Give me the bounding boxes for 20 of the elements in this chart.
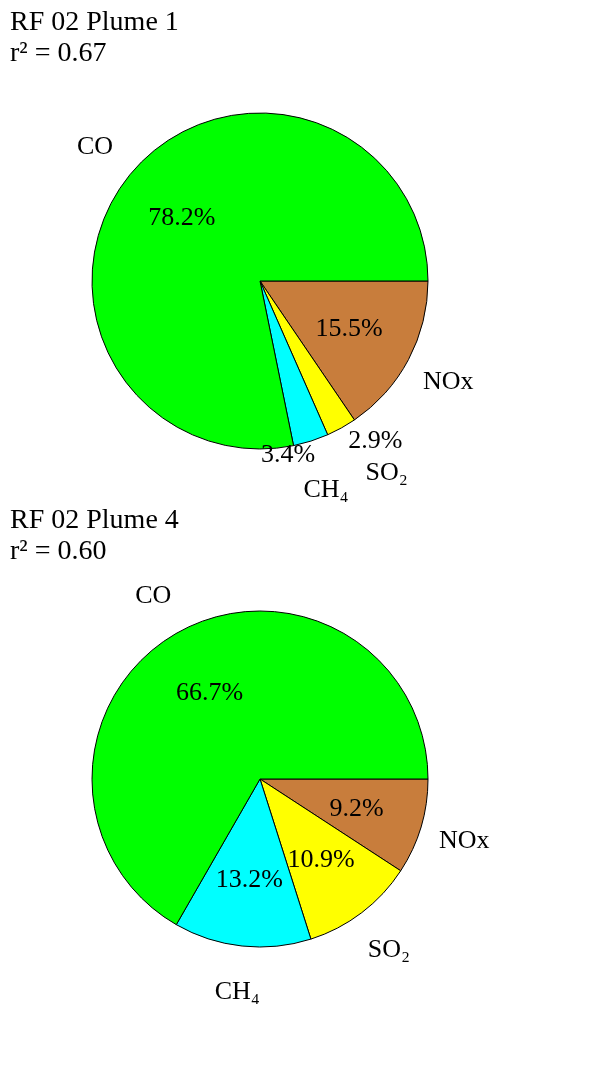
slice-label: SO₂ (365, 456, 408, 486)
slice-label: NOx (438, 824, 490, 854)
slice-label: CO (135, 579, 172, 609)
slice-label: CH₄ (303, 473, 349, 503)
chart-subtitle: r² = 0.60 (10, 534, 107, 565)
chart-subtitle: r² = 0.67 (10, 36, 107, 67)
data-label: 9.2% (329, 792, 384, 822)
chart-title: RF 02 Plume 1 (10, 5, 179, 36)
data-label: 13.2% (215, 864, 283, 894)
slice-label: CO (76, 131, 114, 161)
data-label: 10.9% (287, 844, 355, 874)
data-label: 2.9% (348, 425, 403, 455)
slice-label: SO₂ (367, 933, 411, 963)
slice-label: NOx (422, 365, 474, 395)
data-label: 3.4% (260, 439, 316, 469)
chart-title: RF 02 Plume 4 (10, 503, 179, 534)
data-label: 15.5% (315, 313, 383, 343)
slice-label: CH₄ (214, 975, 260, 1005)
data-label: 66.7% (175, 676, 244, 706)
data-label: 78.2% (148, 202, 216, 232)
